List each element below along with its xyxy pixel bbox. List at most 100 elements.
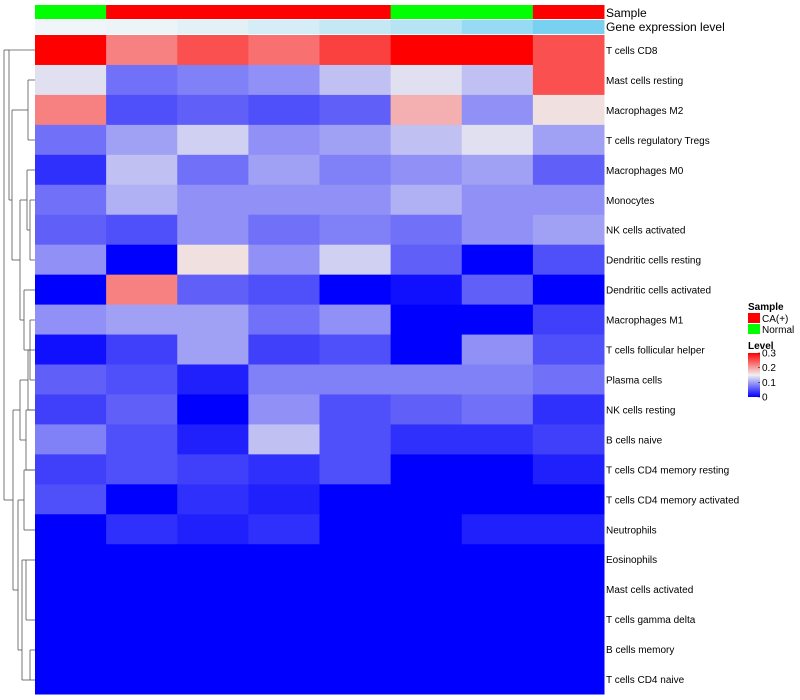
heatmap-cell [106, 334, 178, 366]
heatmap-cell [177, 244, 249, 276]
heatmap-cell [35, 394, 107, 425]
gene-expression-cell [177, 20, 249, 34]
heatmap-cell [177, 454, 249, 485]
heatmap-cell [390, 214, 463, 246]
heatmap-cell [390, 514, 463, 545]
sample-track-label: Sample [606, 6, 647, 20]
row-label: T cells regulatory Tregs [606, 136, 710, 147]
heatmap-cell [177, 274, 249, 306]
legend-level-colorbar [748, 353, 760, 397]
heatmap-cell [35, 184, 107, 216]
sample-cell [390, 5, 463, 19]
row-label: Dendritic cells activated [606, 286, 711, 297]
heatmap-cell [390, 124, 463, 156]
heatmap-cell [35, 514, 107, 545]
heatmap-cell [35, 454, 107, 485]
heatmap-cell [106, 424, 178, 455]
heatmap-cell [319, 35, 392, 66]
row-labels: T cells CD8 Mast cells resting Macrophages… [606, 46, 739, 686]
heatmap-cell [461, 304, 534, 336]
heatmap-cell [35, 544, 107, 575]
sample-cell [35, 5, 107, 19]
heatmap-cell [461, 664, 534, 695]
heatmap-cell [319, 94, 392, 126]
heatmap-cell [177, 424, 249, 455]
row-label: Mast cells resting [606, 76, 683, 87]
heatmap-cell [461, 634, 534, 665]
heatmap-cell [35, 334, 107, 366]
heatmap-cell [390, 574, 463, 605]
heatmap-cells [35, 35, 605, 695]
heatmap-cell [35, 364, 107, 395]
heatmap-cell [461, 214, 534, 246]
heatmap-cell [248, 184, 320, 216]
heatmap-cell [319, 274, 392, 306]
heatmap-cell [390, 154, 463, 186]
sample-cell [248, 5, 320, 19]
heatmap-cell [106, 35, 178, 66]
heatmap-cell [532, 35, 605, 66]
heatmap-cell [35, 94, 107, 126]
heatmap-cell [319, 334, 392, 366]
heatmap-cell [390, 454, 463, 485]
heatmap-cell [106, 274, 178, 306]
heatmap-cell [319, 214, 392, 246]
sample-annotation-track [35, 5, 605, 19]
heatmap-cell [106, 64, 178, 96]
heatmap-cell [461, 364, 534, 395]
heatmap-cell [35, 634, 107, 665]
heatmap-cell [319, 484, 392, 515]
row-label: Macrophages M0 [606, 166, 684, 177]
heatmap-cell [319, 394, 392, 425]
heatmap-cell [319, 514, 392, 545]
heatmap-cell [319, 544, 392, 575]
legend-tick-label: 0.3 [762, 349, 776, 360]
row-label: Macrophages M2 [606, 106, 684, 117]
heatmap-cell [390, 184, 463, 216]
heatmap-cell [319, 184, 392, 216]
heatmap-cell [106, 184, 178, 216]
heatmap-cell [177, 604, 249, 635]
legend-level-title: Level [748, 341, 774, 352]
legend-swatch [748, 324, 760, 334]
heatmap-cell [390, 94, 463, 126]
row-label: T cells CD4 memory activated [606, 495, 739, 506]
heatmap-cell [319, 454, 392, 485]
heatmap-cell [532, 154, 605, 186]
gene-expression-cell [35, 20, 107, 34]
heatmap-cell [319, 244, 392, 276]
heatmap-cell [248, 604, 320, 635]
heatmap-cell [390, 484, 463, 515]
heatmap-cell [248, 244, 320, 276]
row-label: T cells CD4 memory resting [606, 465, 729, 476]
heatmap-cell [532, 64, 605, 96]
heatmap-cell [532, 94, 605, 126]
heatmap-cell [177, 634, 249, 665]
gene-expression-cell [390, 20, 463, 34]
heatmap-cell [461, 124, 534, 156]
row-label: NK cells resting [606, 405, 675, 416]
heatmap-cell [35, 214, 107, 246]
heatmap-cell [106, 154, 178, 186]
heatmap-cell [319, 154, 392, 186]
legend-sample-label: Normal [762, 325, 794, 336]
heatmap-cell [461, 154, 534, 186]
heatmap-cell [461, 544, 534, 575]
heatmap-cell [248, 424, 320, 455]
heatmap-cell [177, 184, 249, 216]
legend-sample-title: Sample [748, 302, 784, 313]
row-label: Plasma cells [606, 375, 662, 386]
sample-cell [106, 5, 178, 19]
heatmap-cell [248, 574, 320, 605]
heatmap-cell [106, 604, 178, 635]
gene-expression-cell [532, 20, 605, 34]
heatmap-cell [106, 514, 178, 545]
heatmap-cell [532, 484, 605, 515]
heatmap-cell [248, 394, 320, 425]
heatmap-cell [106, 364, 178, 395]
heatmap-cell [461, 514, 534, 545]
legend-tick-label: 0.2 [762, 363, 776, 374]
heatmap-cell [319, 364, 392, 395]
heatmap-cell [532, 334, 605, 366]
